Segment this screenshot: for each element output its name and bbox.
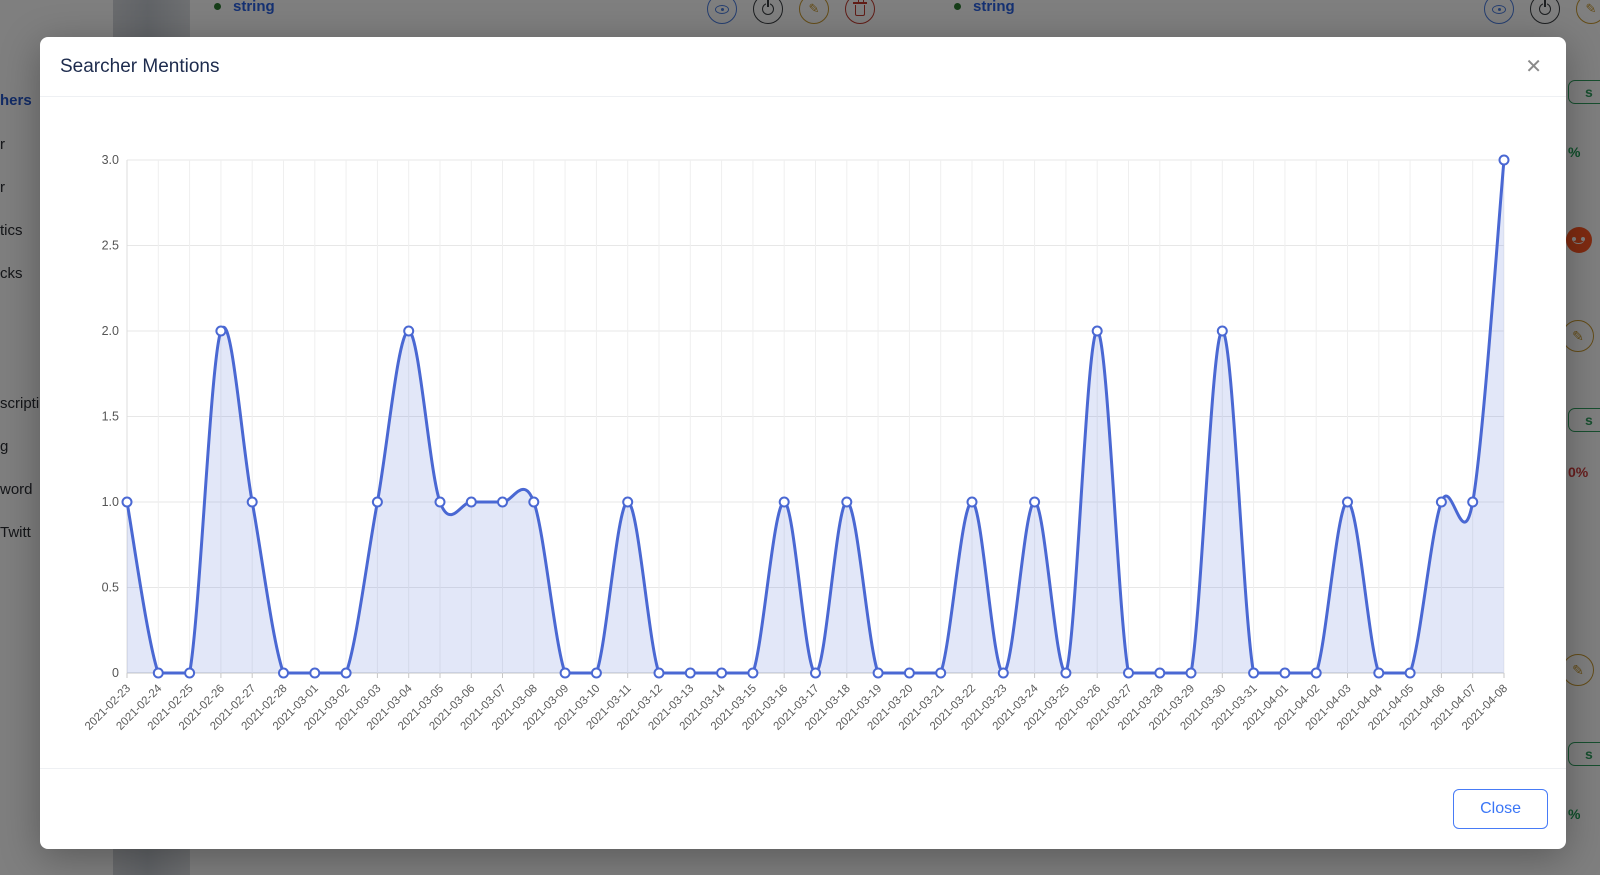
svg-text:2.5: 2.5 xyxy=(102,239,119,253)
mentions-area-chart: 0 0.5 1.0 1.5 2.0 2.5 3.0 2021-02-232021-02-24… xyxy=(83,153,1510,733)
svg-text:0: 0 xyxy=(112,666,119,680)
svg-text:0.5: 0.5 xyxy=(102,581,119,595)
svg-text:1.0: 1.0 xyxy=(102,495,119,509)
modal-footer: Close xyxy=(40,768,1566,849)
svg-text:3.0: 3.0 xyxy=(102,153,119,167)
series-area xyxy=(127,160,1504,673)
svg-text:1.5: 1.5 xyxy=(102,410,119,424)
chart-container: 0 0.5 1.0 1.5 2.0 2.5 3.0 2021-02-23 2021-02-24… xyxy=(40,97,1566,768)
searcher-mentions-modal: Searcher Mentions ✕ 0 0.5 1.0 1.5 2.0 2.5 3.0 … xyxy=(40,37,1566,849)
close-button[interactable]: Close xyxy=(1453,789,1548,829)
modal-title: Searcher Mentions xyxy=(60,55,220,77)
x-axis-labels: 2021-02-232021-02-242021-02-252021-02-26… xyxy=(83,682,1510,733)
close-icon[interactable]: ✕ xyxy=(1521,57,1546,77)
modal-header: Searcher Mentions ✕ xyxy=(40,37,1566,97)
data-point-markers xyxy=(121,154,1510,679)
svg-text:2.0: 2.0 xyxy=(102,324,119,338)
